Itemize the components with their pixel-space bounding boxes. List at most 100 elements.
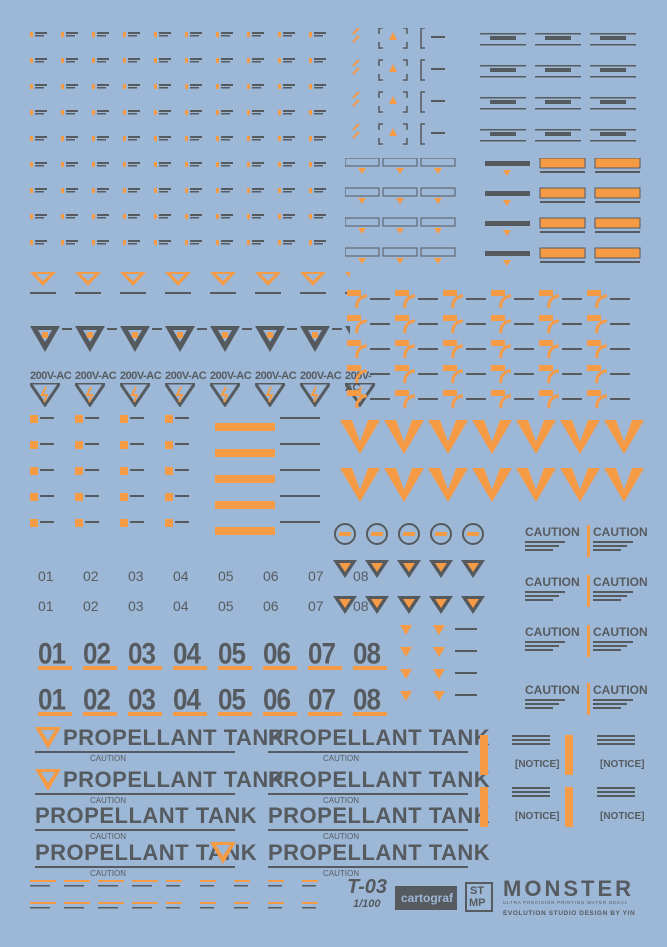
tiny-text-line [66,240,78,242]
number-orange-band [173,666,207,670]
notice-text-line [512,739,550,741]
tiny-text-line [35,243,44,245]
small-triangle [433,647,445,657]
danger-arrow [434,258,442,264]
orange-square [120,519,128,527]
rule-line [535,97,581,99]
danger-tag [345,217,380,227]
tiny-orange-tab [123,136,126,141]
notice-text-line [418,323,438,325]
caution-orange-divider [587,525,590,557]
tiny-orange-tab [309,84,312,89]
orange-v-triangle [345,272,350,278]
orange-square [30,493,38,501]
tiny-orange-tab [30,58,33,63]
tiny-text-line [128,162,140,164]
bottom-text-line [268,885,282,887]
emblem-core [42,332,48,338]
number-orange-band [83,666,117,670]
rule-line [480,44,526,46]
tiny-orange-tab [92,32,95,37]
number-orange-band [308,666,342,670]
tiny-text-line [35,240,47,242]
tiny-text-line [221,214,233,216]
orange-square [30,441,38,449]
tiny-orange-tab [247,240,250,245]
danger-tag [382,187,418,197]
danger-tag [345,158,380,167]
tiny-text-line [66,87,75,89]
notice-text-line [370,398,390,400]
orange-caution-plate [539,247,586,259]
tiny-orange-tab [185,110,188,115]
tiny-text-line [97,217,106,219]
small-number: 06 [263,568,279,584]
tiny-text-line [190,214,202,216]
tiny-text-line [283,162,295,164]
tiny-orange-tab [247,84,250,89]
tiny-orange-tab [123,188,126,193]
danger-arrow [358,258,366,264]
tiny-text-line [97,136,109,138]
square-text-line [175,495,189,497]
notice-tag [395,315,409,321]
notice-arc [499,344,512,359]
bottom-orange-line [166,880,182,882]
square-text-line [40,495,54,497]
tiny-text-line [97,165,106,167]
tiny-text-line [221,110,233,112]
v-text-line [120,292,146,294]
rule-line [480,65,526,67]
notice-tag [587,390,601,396]
danger-tag [420,158,456,167]
plate-text-line [595,261,640,263]
plate-text-line [540,171,585,173]
propellant-emblem [210,842,236,864]
small-number: 05 [218,598,234,614]
tiny-text-line [221,139,230,141]
bottom-orange-line [200,902,216,904]
emblem-core [312,332,318,338]
notice-text-line [418,298,438,300]
shield-core [467,599,479,608]
stripe-text-line [280,495,320,497]
notice-orange-bar [565,787,573,827]
orange-square [75,519,83,527]
square-text-line [175,443,189,445]
tiny-text-line [35,165,44,167]
rule-line [590,76,636,78]
notice-text-line [514,348,534,350]
tiny-text-line [314,240,326,242]
caution-orange-divider [587,575,590,607]
shield-core [435,599,447,608]
notice-tag [443,340,457,346]
caution-text-line [525,699,565,701]
tiny-text-line [252,243,261,245]
notice-text-line [562,348,582,350]
tiny-text-line [252,217,261,219]
rule-line [590,44,636,46]
number-orange-band [218,712,252,716]
danger-tag [382,158,418,167]
big-number: 07 [308,636,336,671]
lightning-bolt [130,386,139,403]
tiny-text-line [283,240,295,242]
orange-square [30,467,38,475]
tiny-text-line [283,32,295,34]
propellant-emblem [35,727,61,749]
orange-square [120,493,128,501]
warning-triangle [389,32,397,40]
tiny-orange-tab [92,84,95,89]
bracket-frame [378,59,408,81]
tiny-text-line [35,61,44,63]
notice-tag [395,290,409,296]
notice-arc [595,394,608,409]
voltage-triangle [165,383,195,407]
tiny-text-line [190,188,202,190]
tiny-text-line [190,139,199,141]
propellant-rule [35,793,235,795]
tiny-text-line [35,162,47,164]
caution-heading: CAUTION [525,575,580,589]
notice-text-line [610,348,630,350]
tiny-text-line [252,162,264,164]
